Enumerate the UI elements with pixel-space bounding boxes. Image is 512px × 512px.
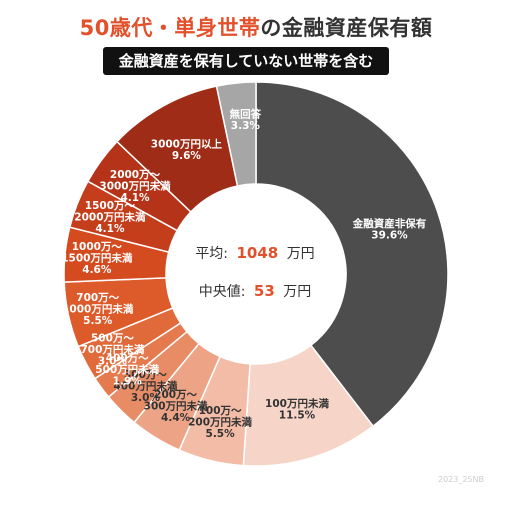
slice-value: 3.3% xyxy=(231,120,261,132)
slice-value: 11.5% xyxy=(279,410,316,422)
median-label: 中央値: xyxy=(199,284,246,300)
slice-label: 1000万〜 1500万円未満 4.6% xyxy=(61,241,133,276)
slice-labels: 金融資産非保有 39.6%100万円未満 11.5%100万〜 200万円未満 5.5%… xyxy=(61,108,427,441)
slice-category: 200万〜 xyxy=(154,389,197,401)
slice-category: 300万円未満 xyxy=(144,399,208,412)
slice-category: 200万円未満 xyxy=(188,416,252,429)
mean-summary: 平均: 1048 万円 xyxy=(195,244,314,262)
slice-label: 100万〜 200万円未満 5.5% xyxy=(188,405,252,440)
slice-category: 3000万円以上 xyxy=(151,137,223,150)
donut-slice xyxy=(255,81,449,428)
slice-category: 2000万〜 xyxy=(110,169,161,181)
slice-label: 300万〜 400万円未満 3.0% xyxy=(113,369,177,404)
slice-value: 5.5% xyxy=(83,315,113,327)
slice-value: 4.1% xyxy=(120,192,150,204)
mean-unit: 万円 xyxy=(287,246,315,262)
donut-slice xyxy=(215,81,257,187)
slice-category: 1500万〜 xyxy=(85,200,136,212)
slice-value: 4.4% xyxy=(161,412,191,424)
slice-category: 500万円未満 xyxy=(95,363,159,376)
slice-label: 200万〜 300万円未満 4.4% xyxy=(144,389,208,424)
slice-category: 1000万円未満 xyxy=(62,303,134,316)
slice-label: 500万〜 700万円未満 3.0% xyxy=(80,333,144,368)
slice-label: 無回答 3.3% xyxy=(230,108,262,133)
slice-label: 100万円未満 11.5% xyxy=(265,397,329,422)
mean-value: 1048 xyxy=(236,244,278,262)
slice-category: 金融資産非保有 xyxy=(352,217,427,230)
slice-category: 400万円未満 xyxy=(113,379,177,392)
slice-value: 3.0% xyxy=(98,356,128,368)
median-summary: 中央値: 53 万円 xyxy=(199,282,312,300)
slice-label: 金融資産非保有 39.6% xyxy=(352,217,427,242)
slice-category: 無回答 xyxy=(230,108,262,121)
slice-value: 3.0% xyxy=(131,392,161,404)
slice-category: 100万〜 xyxy=(199,405,242,417)
slice-category: 700万〜 xyxy=(76,292,119,304)
chart-title: 50歳代・単身世帯の金融資産保有額 xyxy=(0,12,512,42)
slice-label: 2000万〜 3000万円未満 4.1% xyxy=(99,169,171,204)
slice-category: 2000万円未満 xyxy=(74,210,146,223)
slice-value: 1.9% xyxy=(113,375,143,387)
slice-category: 700万円未満 xyxy=(80,343,144,356)
slice-category: 400万〜 xyxy=(106,352,149,364)
slice-category: 1500万円未満 xyxy=(61,252,133,265)
watermark: 2023_25NB xyxy=(437,475,484,484)
chart-subtitle: 金融資産を保有していない世帯を含む xyxy=(103,47,389,75)
slice-label: 3000万円以上 9.6% xyxy=(151,137,223,162)
chart-title-rest: の金融資産保有額 xyxy=(260,16,433,40)
slice-value: 39.6% xyxy=(371,229,408,241)
slice-value: 4.1% xyxy=(95,223,125,235)
slice-category: 3000万円未満 xyxy=(99,179,171,192)
slice-category: 100万円未満 xyxy=(265,397,329,410)
mean-label: 平均: xyxy=(195,246,228,262)
median-unit: 万円 xyxy=(283,284,311,300)
slice-value: 9.6% xyxy=(172,150,202,162)
donut-slices xyxy=(63,81,449,467)
chart-title-accent: 50歳代・単身世帯 xyxy=(79,16,261,40)
slice-value: 5.5% xyxy=(206,428,236,440)
slice-value: 4.6% xyxy=(82,264,112,276)
slice-category: 300万〜 xyxy=(124,369,167,381)
slice-label: 1500万〜 2000万円未満 4.1% xyxy=(74,200,146,235)
center-summary: 平均: 1048 万円 中央値: 53 万円 xyxy=(195,244,314,300)
slice-category: 500万〜 xyxy=(91,333,134,345)
median-value: 53 xyxy=(254,282,275,300)
slice-label: 400万〜 500万円未満 1.9% xyxy=(95,352,159,387)
slice-label: 700万〜 1000万円未満 5.5% xyxy=(62,292,134,327)
slice-category: 1000万〜 xyxy=(72,241,123,253)
